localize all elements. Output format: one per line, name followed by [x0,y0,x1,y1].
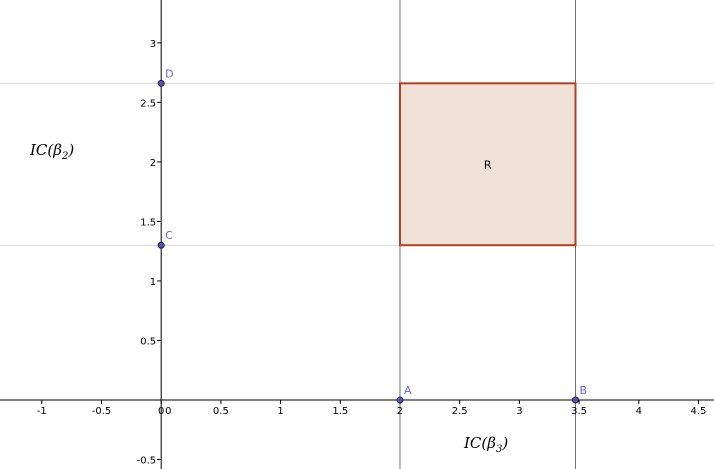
point-c [157,241,165,249]
point-d [157,79,165,87]
point-a [396,396,404,404]
region-r [398,82,577,247]
x-tick-label: 1.5 [332,406,348,417]
y-tick-label: 0.5 [140,336,156,347]
x-tick-label: 0 [158,406,164,417]
y-axis-title-subscript: 2 [61,151,68,162]
x-axis-title: IC(β3) [463,434,508,455]
x-tick-label: 4 [636,406,642,417]
point-b [571,396,579,404]
y-tick-label: 1 [150,277,156,288]
point-label-d: D [165,67,173,80]
point-label-a: A [404,384,412,397]
x-axis-title-close: ) [501,434,508,452]
y-tick-label: 3 [150,39,156,50]
x-tick-label: 2 [397,406,403,417]
origin-label: 0 [165,406,171,417]
x-tick-label: -0.5 [92,406,112,417]
y-axis-title: IC(β2) [29,141,74,162]
x-tick-label: 3.5 [571,406,587,417]
x-tick-label: 4.5 [691,406,707,417]
y-axis-title-base: IC(β [29,141,62,159]
region-label: R [484,158,492,171]
y-tick-label: 2.5 [140,98,156,109]
x-tick-label: 2.5 [452,406,468,417]
x-axis-title-base: IC(β [463,434,496,452]
point-label-b: B [579,384,587,397]
y-tick-label: 2 [150,158,156,169]
x-axis-title-subscript: 3 [496,444,502,455]
x-tick-label: 3 [516,406,522,417]
y-tick-label: 1.5 [140,217,156,228]
x-tick-label: 1 [277,406,283,417]
y-axis-title-close: ) [67,141,74,159]
x-tick-label: -1 [37,406,47,417]
x-tick-label: 0.5 [213,406,229,417]
y-tick-label: -0.5 [137,455,157,466]
point-label-c: C [165,229,173,242]
